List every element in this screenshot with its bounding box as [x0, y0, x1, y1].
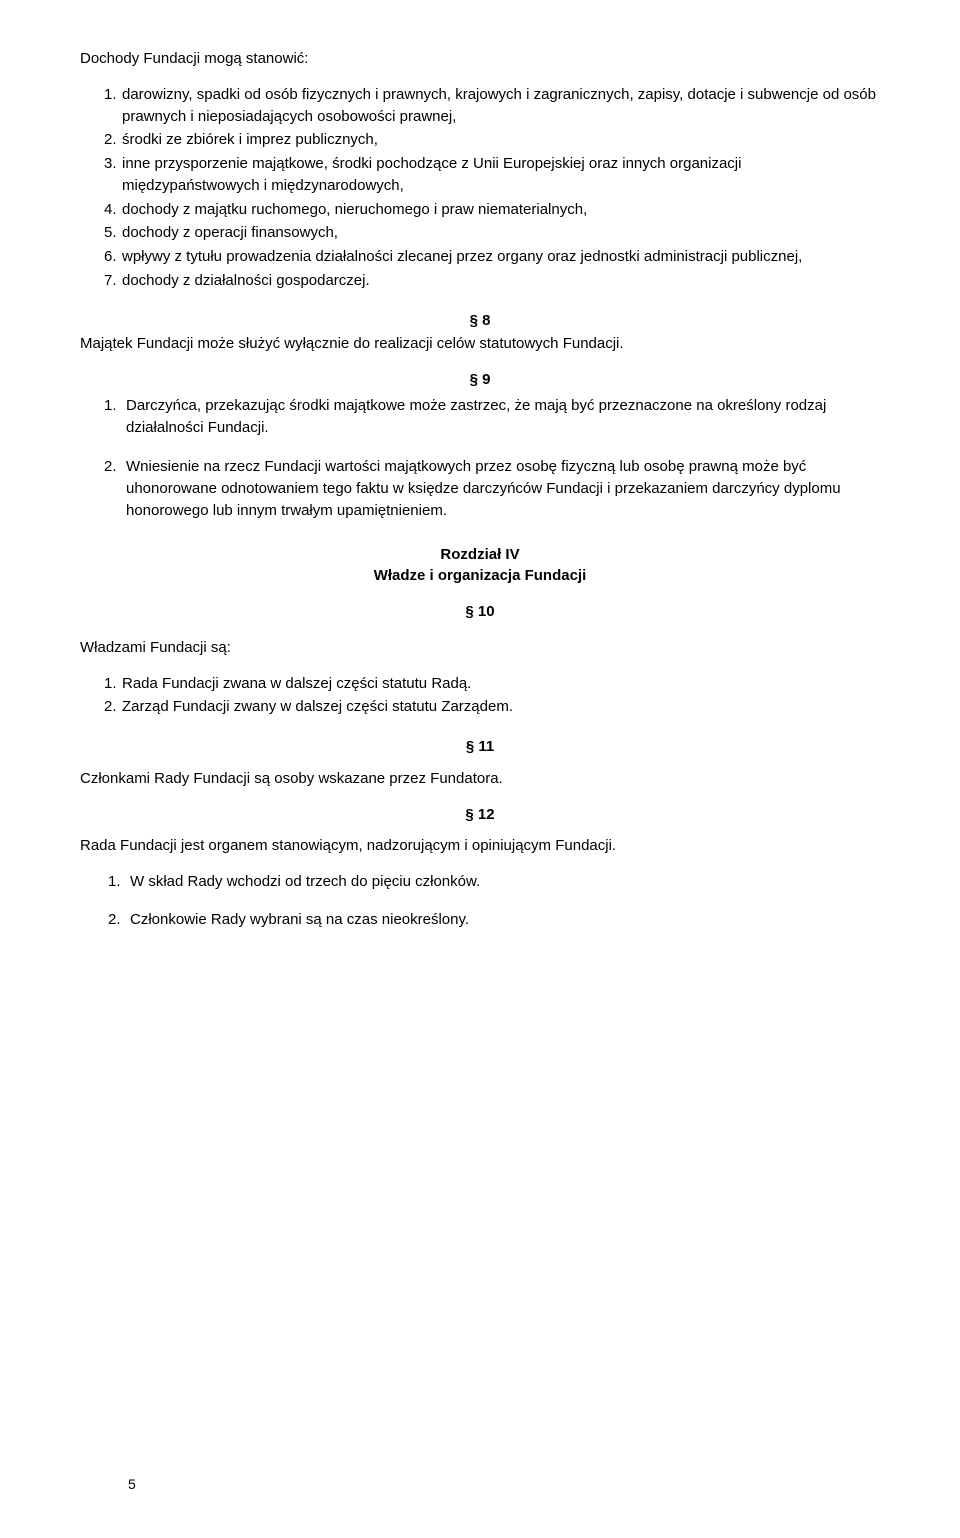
item-text: dochody z działalności gospodarczej.	[122, 272, 370, 289]
item-number: 4.	[104, 199, 117, 221]
item-number: 3.	[104, 153, 117, 175]
chapter-subtitle: Władze i organizacja Fundacji	[80, 565, 880, 587]
item-text: Członkowie Rady wybrani są na czas nieok…	[130, 911, 469, 928]
item-text: Zarząd Fundacji zwany w dalszej części s…	[122, 698, 513, 715]
item-text: W skład Rady wchodzi od trzech do pięciu…	[130, 873, 480, 890]
item-text: darowizny, spadki od osób fizycznych i p…	[122, 86, 876, 125]
section-12-text: Rada Fundacji jest organem stanowiącym, …	[80, 835, 880, 857]
list-item: 2. Członkowie Rady wybrani są na czas nie…	[108, 909, 880, 931]
item-number: 2.	[104, 129, 117, 151]
item-number: 1.	[104, 395, 117, 417]
item-text: wpływy z tytułu prowadzenia działalności…	[122, 248, 802, 265]
item-number: 5.	[104, 222, 117, 244]
page-number: 5	[128, 1474, 136, 1494]
list-item: 1. Rada Fundacji zwana w dalszej części s…	[104, 673, 880, 695]
list-item: 6. wpływy z tytułu prowadzenia działalnoś…	[104, 246, 880, 268]
section-12-list: 1. W skład Rady wchodzi od trzech do pięc…	[80, 871, 880, 931]
item-text: Rada Fundacji zwana w dalszej części sta…	[122, 675, 471, 692]
section-8-text: Majątek Fundacji może służyć wyłącznie d…	[80, 333, 880, 355]
item-text: dochody z operacji finansowych,	[122, 224, 338, 241]
item-number: 2.	[104, 456, 117, 478]
section-9-mark: § 9	[80, 369, 880, 391]
list-item: 5. dochody z operacji finansowych,	[104, 222, 880, 244]
income-list: 1.darowizny, spadki od osób fizycznych i…	[80, 84, 880, 292]
section-12-mark: § 12	[80, 804, 880, 826]
section-11-mark: § 11	[80, 736, 880, 758]
section-10-intro: Władzami Fundacji są:	[80, 637, 880, 659]
item-number: 1.	[108, 871, 121, 893]
list-item: 7. dochody z działalności gospodarczej.	[104, 270, 880, 292]
item-text: inne przysporzenie majątkowe, środki poc…	[122, 155, 741, 194]
list-item: 4. dochody z majątku ruchomego, nieruchom…	[104, 199, 880, 221]
item-number: 2.	[108, 909, 121, 931]
chapter-title: Rozdział IV	[80, 544, 880, 566]
list-item: 2. Wniesienie na rzecz Fundacji wartości …	[104, 456, 880, 521]
item-text: dochody z majątku ruchomego, nieruchomeg…	[122, 201, 587, 218]
item-number: 6.	[104, 246, 117, 268]
section-11-text: Członkami Rady Fundacji są osoby wskazan…	[80, 768, 880, 790]
section-10-list: 1. Rada Fundacji zwana w dalszej części s…	[80, 673, 880, 719]
list-item: 1. W skład Rady wchodzi od trzech do pięc…	[108, 871, 880, 893]
item-number: 2.	[104, 696, 117, 718]
section-8-mark: § 8	[80, 310, 880, 332]
list-item: 1. Darczyńca, przekazując środki majątkow…	[104, 395, 880, 439]
item-text: Darczyńca, przekazując środki majątkowe …	[126, 397, 826, 436]
list-item: 2. Zarząd Fundacji zwany w dalszej części…	[104, 696, 880, 718]
intro-text: Dochody Fundacji mogą stanowić:	[80, 48, 880, 70]
section-9-list: 1. Darczyńca, przekazując środki majątkow…	[80, 395, 880, 522]
list-item: 1.darowizny, spadki od osób fizycznych i…	[104, 84, 880, 128]
item-text: Wniesienie na rzecz Fundacji wartości ma…	[126, 458, 841, 519]
item-text: środki ze zbiórek i imprez publicznych,	[122, 131, 378, 148]
list-item: 3.inne przysporzenie majątkowe, środki p…	[104, 153, 880, 197]
section-10-mark: § 10	[80, 601, 880, 623]
item-number: 1.	[104, 84, 117, 106]
item-number: 7.	[104, 270, 117, 292]
item-number: 1.	[104, 673, 117, 695]
list-item: 2. środki ze zbiórek i imprez publicznych…	[104, 129, 880, 151]
